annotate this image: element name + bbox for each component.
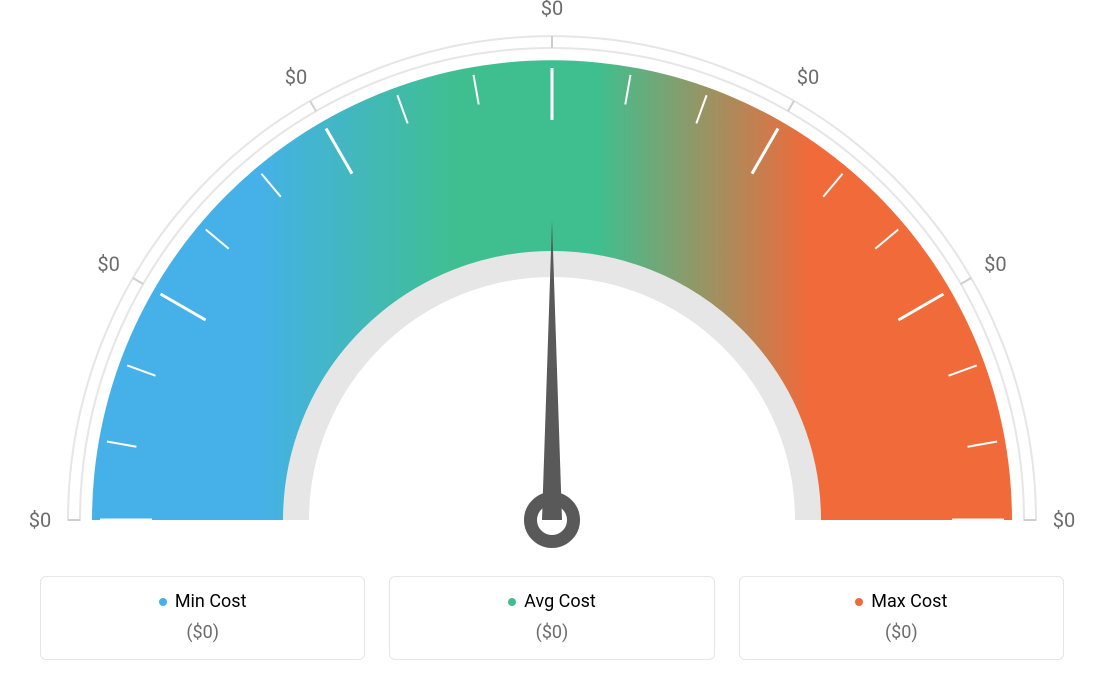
gauge-tick-label: $0 <box>97 252 119 276</box>
legend-card-max: Max Cost ($0) <box>739 576 1064 660</box>
legend-label-min: Min Cost <box>175 591 247 612</box>
legend-card-min: Min Cost ($0) <box>40 576 365 660</box>
gauge-tick-label: $0 <box>797 65 819 89</box>
gauge-tick-label: $0 <box>29 508 51 532</box>
gauge-svg <box>0 0 1104 580</box>
legend-label-avg: Avg Cost <box>524 591 596 612</box>
gauge-tick-label: $0 <box>285 65 307 89</box>
gauge-chart-container: $0 $0 $0 $0 $0 $0 $0 Min Cost ($0) Avg Cost ($… <box>0 0 1104 690</box>
legend-row: Min Cost ($0) Avg Cost ($0) Max Cost ($0… <box>40 576 1064 660</box>
legend-title-avg: Avg Cost <box>400 591 703 612</box>
legend-value-min: ($0) <box>51 622 354 643</box>
legend-card-avg: Avg Cost ($0) <box>389 576 714 660</box>
legend-title-min: Min Cost <box>51 591 354 612</box>
legend-value-avg: ($0) <box>400 622 703 643</box>
gauge-area: $0 $0 $0 $0 $0 $0 $0 <box>0 0 1104 560</box>
gauge-tick-label: $0 <box>1053 508 1075 532</box>
legend-dot-max <box>855 598 863 606</box>
legend-dot-avg <box>508 598 516 606</box>
legend-label-max: Max Cost <box>871 591 947 612</box>
gauge-tick-label: $0 <box>541 0 563 20</box>
legend-title-max: Max Cost <box>750 591 1053 612</box>
legend-dot-min <box>159 598 167 606</box>
gauge-tick-label: $0 <box>984 252 1006 276</box>
legend-value-max: ($0) <box>750 622 1053 643</box>
